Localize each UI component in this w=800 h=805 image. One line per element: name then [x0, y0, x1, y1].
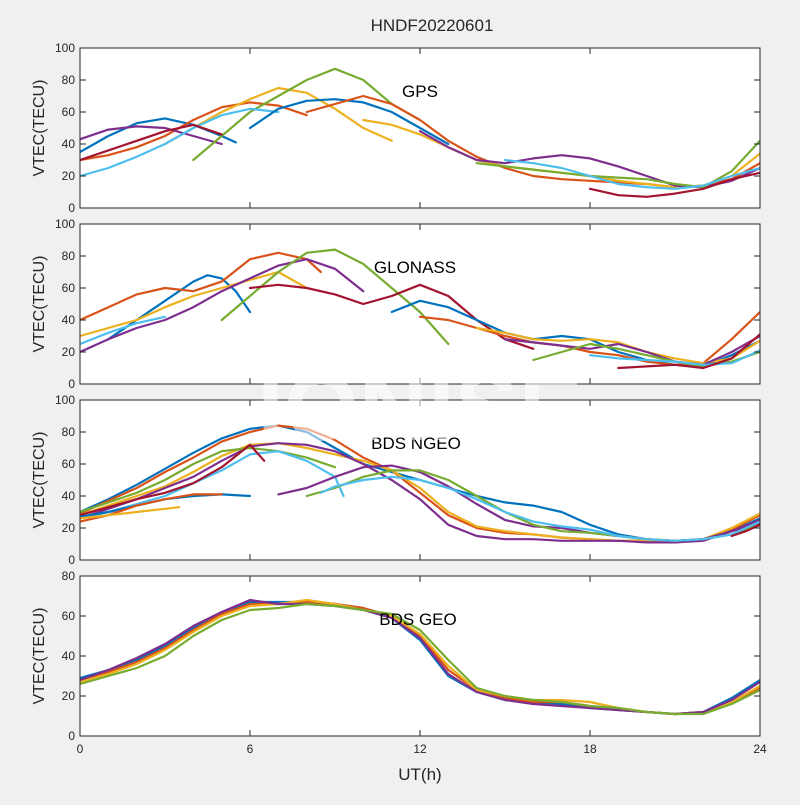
- y-tick-label: 60: [62, 281, 76, 295]
- y-tick-label: 100: [55, 41, 75, 55]
- y-tick-label: 0: [68, 729, 75, 743]
- series-line: [503, 334, 760, 366]
- x-tick-label: 12: [413, 742, 427, 756]
- series-line: [80, 442, 760, 544]
- y-axis-label: VTEC(TECU): [31, 256, 48, 353]
- y-tick-label: 40: [62, 489, 76, 503]
- y-tick-label: 80: [62, 425, 76, 439]
- panel-label: GPS: [402, 82, 438, 101]
- y-tick-label: 20: [62, 521, 76, 535]
- watermark: IONISE: [257, 354, 582, 461]
- x-tick-label: 6: [247, 742, 254, 756]
- series-line: [80, 270, 308, 338]
- series-line: [319, 475, 760, 542]
- y-axis-label: VTEC(TECU): [31, 432, 48, 529]
- series-line: [80, 315, 167, 346]
- y-tick-label: 80: [62, 249, 76, 263]
- series-line: [80, 123, 223, 162]
- series-line: [80, 101, 308, 162]
- x-axis-label: UT(h): [398, 765, 441, 784]
- series-line: [80, 506, 181, 520]
- series-line: [730, 523, 760, 538]
- panel-label: BDS GEO: [379, 610, 456, 629]
- x-tick-label: 18: [583, 742, 597, 756]
- y-axis-label: VTEC(TECU): [31, 80, 48, 177]
- y-tick-label: 80: [62, 569, 76, 583]
- y-tick-label: 20: [62, 689, 76, 703]
- y-tick-label: 80: [62, 73, 76, 87]
- plot-area: [80, 576, 760, 736]
- y-tick-label: 60: [62, 105, 76, 119]
- series-line: [80, 125, 223, 146]
- y-tick-label: 0: [68, 201, 75, 215]
- y-tick-label: 20: [62, 345, 76, 359]
- panel-label: BDS NGEO: [371, 434, 461, 453]
- x-tick-label: 24: [753, 742, 767, 756]
- series-line: [80, 251, 322, 322]
- panel-label: GLONASS: [374, 258, 456, 277]
- y-tick-label: 20: [62, 169, 76, 183]
- series-line: [80, 443, 266, 517]
- y-tick-label: 100: [55, 217, 75, 231]
- series-line: [80, 258, 365, 354]
- y-tick-label: 40: [62, 313, 76, 327]
- panel-bds-geo: 0 20 40 60 80 0 6 12 18 24 VTEC(TECU) BDS GEO: [31, 569, 767, 756]
- series-line: [503, 158, 760, 190]
- panel-gps: 0 20 40 60 80 100 VTEC(TECU) GPS: [31, 41, 761, 215]
- series-line: [617, 333, 760, 370]
- y-tick-label: 0: [68, 553, 75, 567]
- plot-area: [80, 224, 760, 384]
- y-tick-label: 100: [55, 393, 75, 407]
- series-line: [80, 107, 280, 178]
- y-tick-label: 40: [62, 649, 76, 663]
- y-tick-label: 0: [68, 377, 75, 391]
- series-line: [80, 446, 337, 514]
- x-tick-label: 0: [77, 742, 84, 756]
- series-line: [248, 283, 535, 350]
- panel-glonass: 0 20 40 60 80 100 VTEC(TECU) GLONASS: [31, 217, 761, 391]
- series-line: [80, 442, 760, 544]
- series-line: [80, 602, 760, 716]
- y-tick-label: 60: [62, 457, 76, 471]
- series-line: [192, 67, 393, 162]
- panel-bds-ngeo: 0 20 40 60 80 100 VTEC(TECU) BDS NGEO: [31, 393, 761, 567]
- y-tick-label: 60: [62, 609, 76, 623]
- series-line: [588, 171, 760, 198]
- figure-title: HNDF20220601: [371, 16, 494, 35]
- y-axis-label: VTEC(TECU): [31, 608, 48, 705]
- y-tick-label: 40: [62, 137, 76, 151]
- series-line: [588, 349, 760, 366]
